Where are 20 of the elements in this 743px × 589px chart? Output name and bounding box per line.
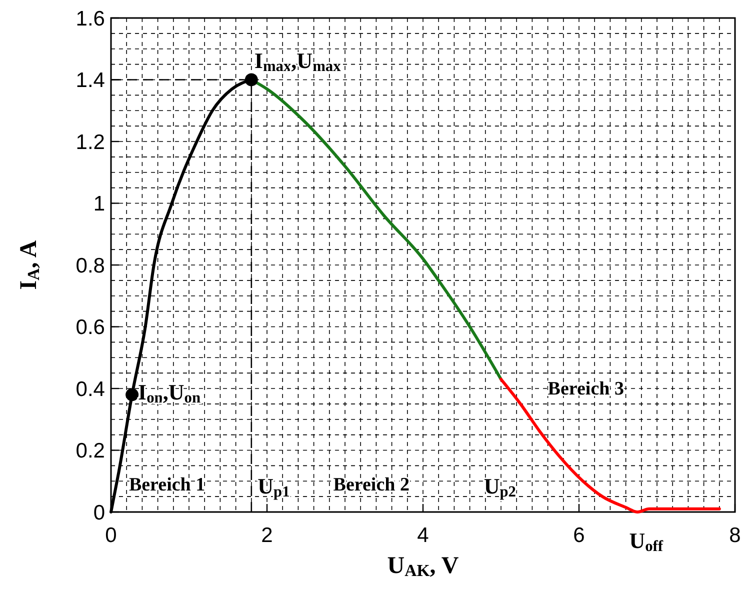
annotation: Bereich 3 — [548, 378, 624, 400]
y-tick-label: 0.2 — [76, 440, 105, 463]
y-tick-label: 1.2 — [76, 130, 105, 154]
x-tick-label: 4 — [417, 524, 430, 547]
x-tick-label: 6 — [573, 524, 585, 547]
annotation: U$_{p2}$ — [484, 473, 516, 500]
y-tick-label: 0.4 — [76, 378, 106, 401]
annotation: U$_{p1}$ — [258, 473, 290, 500]
y-tick-label: 1.6 — [76, 7, 105, 30]
y-tick-label: 0.8 — [76, 254, 105, 278]
y-tick-label: 0.6 — [76, 316, 105, 340]
y-tick-label: 1.4 — [76, 69, 106, 92]
x-tick-label: 2 — [261, 524, 273, 547]
annotation: U$_{off}$ — [629, 528, 664, 555]
y-tick-label: 1 — [93, 192, 105, 216]
x-tick-label: 8 — [729, 524, 741, 547]
x-axis-title: U$_{AK}$, V — [387, 553, 460, 580]
y-tick-label: 0 — [93, 501, 105, 524]
annotation: I$_{max}$,U$_{max}$ — [254, 48, 342, 74]
annotation: Bereich 2 — [333, 474, 410, 496]
